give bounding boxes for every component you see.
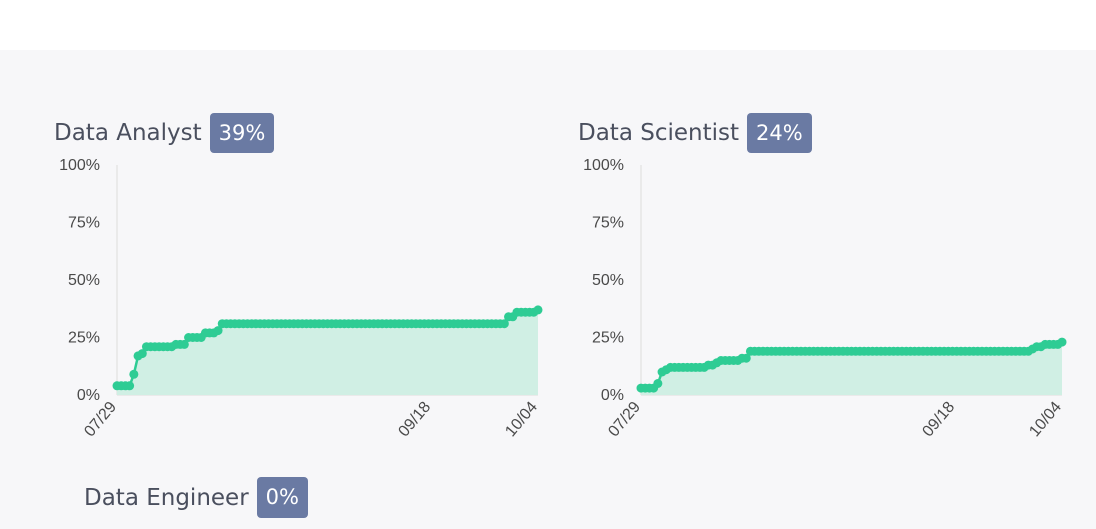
chart-panel-data-analyst: Data Analyst 39% 0% 25% 50% 75% 100% 07/29 09/…: [54, 113, 554, 453]
area-chart: 0% 25% 50% 75% 100% 07/29 09/18 10/04: [59, 157, 543, 441]
x-tick-label: 07/29: [605, 399, 644, 441]
chart-title: Data Engineer: [84, 484, 249, 511]
chart-title: Data Scientist: [578, 120, 739, 146]
x-tick-label: 09/18: [919, 399, 958, 441]
y-tick-label: 75%: [68, 215, 100, 232]
data-point: [129, 369, 139, 379]
chart-title-row: Data Scientist 24%: [578, 113, 812, 153]
x-tick-label: 10/04: [1026, 399, 1065, 441]
data-point: [125, 381, 135, 391]
y-tick-label: 100%: [59, 157, 100, 174]
percentage-badge: 24%: [747, 113, 812, 153]
y-tick-label: 25%: [68, 330, 100, 347]
y-tick-label: 50%: [68, 272, 100, 289]
data-point: [213, 326, 223, 336]
y-tick-label: 50%: [592, 272, 624, 289]
top-bar: [0, 0, 1096, 50]
chart-title-row-data-engineer: Data Engineer 0%: [84, 477, 308, 518]
data-point: [1057, 337, 1067, 347]
chart-title: Data Analyst: [54, 120, 202, 146]
chart-title-row: Data Analyst 39%: [54, 113, 275, 153]
y-tick-label: 0%: [77, 387, 100, 404]
chart-panel-data-scientist: Data Scientist 24% 0% 25% 50% 75% 100% 07/29 0…: [578, 113, 1078, 453]
data-point: [533, 305, 543, 315]
y-tick-label: 100%: [583, 157, 624, 174]
data-point: [741, 353, 751, 363]
x-tick-label: 10/04: [502, 399, 541, 441]
x-tick-label: 09/18: [395, 399, 434, 441]
data-point: [499, 319, 509, 329]
data-point: [179, 339, 189, 349]
data-point: [653, 379, 663, 388]
percentage-badge: 0%: [256, 477, 308, 518]
area-chart: 0% 25% 50% 75% 100% 07/29 09/18 10/04: [583, 157, 1067, 441]
y-tick-label: 0%: [601, 387, 624, 404]
x-tick-label: 07/29: [81, 399, 120, 441]
y-tick-label: 25%: [592, 330, 624, 347]
y-tick-label: 75%: [592, 215, 624, 232]
data-point: [137, 349, 147, 359]
percentage-badge: 39%: [209, 113, 275, 153]
